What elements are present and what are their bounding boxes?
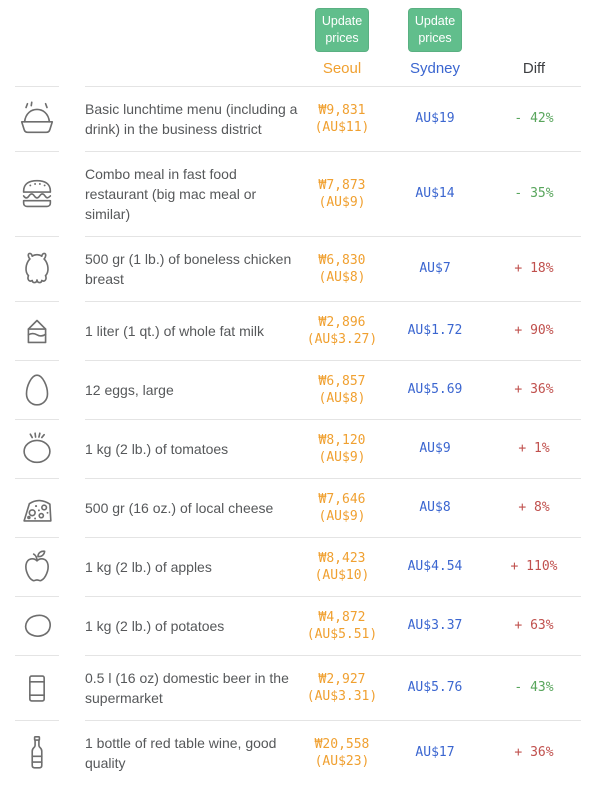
seoul-price-aud: (AU$9): [318, 194, 366, 210]
seoul-price: ₩6,857 (AU$8): [301, 359, 383, 419]
table-row: 1 bottle of red table wine, good quality…: [15, 719, 590, 785]
item-description: Combo meal in fast food restaurant (big …: [85, 150, 301, 236]
price-diff: - 43%: [487, 654, 581, 720]
price-diff: + 18%: [487, 235, 581, 301]
seoul-column-header: Seoul: [322, 59, 362, 77]
sydney-price: AU$8: [383, 477, 487, 537]
seoul-price-aud: (AU$10): [314, 567, 370, 583]
table-row: 0.5 l (16 oz) domestic beer in the super…: [15, 654, 590, 720]
seoul-price-aud: (AU$8): [318, 390, 366, 406]
seoul-price: ₩8,423 (AU$10): [301, 536, 383, 596]
seoul-price-aud: (AU$5.51): [306, 626, 378, 642]
table-row: 500 gr (1 lb.) of boneless chicken breas…: [15, 235, 590, 301]
tomato-icon: [15, 418, 59, 478]
wine-bottle-icon: [15, 719, 59, 785]
seoul-price-aud: (AU$11): [314, 119, 370, 135]
seoul-price: ₩7,873 (AU$9): [301, 150, 383, 236]
milk-carton-icon: [15, 300, 59, 360]
seoul-price: ₩9,831 (AU$11): [301, 85, 383, 151]
table-row: Combo meal in fast food restaurant (big …: [15, 150, 590, 236]
item-description: 1 kg (2 lb.) of apples: [85, 536, 301, 596]
seoul-price-won: ₩7,646: [318, 491, 366, 507]
update-prices-sydney-button[interactable]: Update prices: [408, 8, 462, 52]
seoul-price-won: ₩2,896: [318, 314, 366, 330]
seoul-price-aud: (AU$23): [314, 753, 370, 769]
seoul-price: ₩7,646 (AU$9): [301, 477, 383, 537]
sydney-price: AU$4.54: [383, 536, 487, 596]
table-row: 1 kg (2 lb.) of apples ₩8,423 (AU$10) AU…: [15, 536, 590, 596]
price-diff: + 8%: [487, 477, 581, 537]
seoul-price-won: ₩20,558: [314, 736, 370, 752]
item-description: 500 gr (1 lb.) of boneless chicken breas…: [85, 235, 301, 301]
seoul-price: ₩8,120 (AU$9): [301, 418, 383, 478]
price-diff: - 42%: [487, 85, 581, 151]
price-diff: + 63%: [487, 595, 581, 655]
header-description-spacer: [85, 6, 301, 52]
table-row: 1 kg (2 lb.) of tomatoes ₩8,120 (AU$9) A…: [15, 418, 590, 478]
seoul-price: ₩4,872 (AU$5.51): [301, 595, 383, 655]
seoul-price-aud: (AU$3.31): [306, 688, 378, 704]
sydney-price: AU$5.76: [383, 654, 487, 720]
seoul-price-aud: (AU$8): [318, 269, 366, 285]
table-row: 1 liter (1 qt.) of whole fat milk ₩2,896…: [15, 300, 590, 360]
burger-icon: [15, 150, 59, 236]
item-description: 1 kg (2 lb.) of potatoes: [85, 595, 301, 655]
header-icon-spacer: [15, 6, 59, 52]
apple-icon: [15, 536, 59, 596]
price-diff: + 36%: [487, 359, 581, 419]
seoul-price-aud: (AU$9): [318, 508, 366, 524]
seoul-price-won: ₩6,830: [318, 252, 366, 268]
seoul-price-aud: (AU$3.27): [306, 331, 378, 347]
seoul-price: ₩2,896 (AU$3.27): [301, 300, 383, 360]
price-diff: + 1%: [487, 418, 581, 478]
sydney-price: AU$7: [383, 235, 487, 301]
seoul-price-aud: (AU$9): [318, 449, 366, 465]
price-diff: + 36%: [487, 719, 581, 785]
sydney-column-header: Sydney: [409, 59, 461, 77]
sydney-price: AU$17: [383, 719, 487, 785]
lunch-icon: [15, 85, 59, 151]
seoul-price-won: ₩2,927: [318, 671, 366, 687]
sydney-price: AU$14: [383, 150, 487, 236]
item-description: 1 liter (1 qt.) of whole fat milk: [85, 300, 301, 360]
table-row: 12 eggs, large ₩6,857 (AU$8) AU$5.69 + 3…: [15, 359, 590, 419]
table-header-buttons: Update prices Update prices: [15, 6, 590, 52]
seoul-price: ₩20,558 (AU$23): [301, 719, 383, 785]
sydney-price: AU$9: [383, 418, 487, 478]
egg-icon: [15, 359, 59, 419]
item-description: Basic lunchtime menu (including a drink)…: [85, 85, 301, 151]
item-description: 1 kg (2 lb.) of tomatoes: [85, 418, 301, 478]
beer-can-icon: [15, 654, 59, 720]
sydney-price: AU$5.69: [383, 359, 487, 419]
sydney-price: AU$1.72: [383, 300, 487, 360]
diff-column-header: Diff: [522, 59, 546, 77]
item-description: 0.5 l (16 oz) domestic beer in the super…: [85, 654, 301, 720]
item-description: 1 bottle of red table wine, good quality: [85, 719, 301, 785]
price-diff: + 90%: [487, 300, 581, 360]
seoul-price: ₩2,927 (AU$3.31): [301, 654, 383, 720]
sydney-price: AU$3.37: [383, 595, 487, 655]
seoul-price-won: ₩8,120: [318, 432, 366, 448]
price-diff: - 35%: [487, 150, 581, 236]
seoul-price-won: ₩4,872: [318, 609, 366, 625]
update-prices-seoul-button[interactable]: Update prices: [315, 8, 369, 52]
table-header-labels: Seoul Sydney Diff: [15, 52, 590, 86]
seoul-price-won: ₩9,831: [318, 102, 366, 118]
item-description: 12 eggs, large: [85, 359, 301, 419]
table-row: 500 gr (16 oz.) of local cheese ₩7,646 (…: [15, 477, 590, 537]
potato-icon: [15, 595, 59, 655]
seoul-price: ₩6,830 (AU$8): [301, 235, 383, 301]
seoul-price-won: ₩6,857: [318, 373, 366, 389]
price-diff: + 110%: [487, 536, 581, 596]
seoul-price-won: ₩8,423: [318, 550, 366, 566]
table-row: Basic lunchtime menu (including a drink)…: [15, 85, 590, 151]
chicken-icon: [15, 235, 59, 301]
seoul-price-won: ₩7,873: [318, 177, 366, 193]
item-description: 500 gr (16 oz.) of local cheese: [85, 477, 301, 537]
table-row: 1 kg (2 lb.) of potatoes ₩4,872 (AU$5.51…: [15, 595, 590, 655]
cheese-icon: [15, 477, 59, 537]
sydney-price: AU$19: [383, 85, 487, 151]
